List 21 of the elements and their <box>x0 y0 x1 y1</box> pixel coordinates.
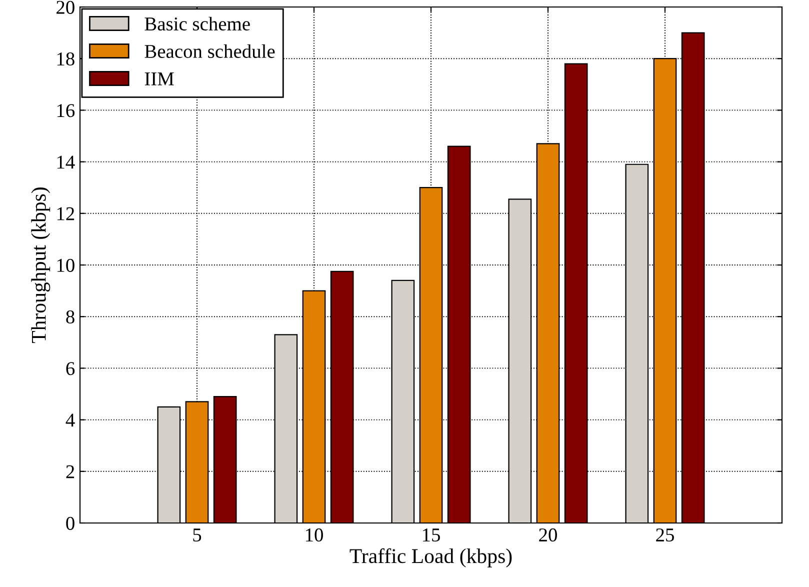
x-tick-label: 10 <box>306 528 323 542</box>
y-tick-label: 0 <box>66 516 74 530</box>
x-tick-label: 15 <box>422 528 440 542</box>
y-tick-label: 4 <box>66 414 75 427</box>
y-tick-label: 6 <box>66 362 75 376</box>
y-tick-label: 18 <box>57 52 74 66</box>
y-tick-label: 16 <box>57 104 75 118</box>
legend-label: Basic scheme <box>144 16 250 31</box>
y-tick-label: 20 <box>56 0 74 14</box>
x-axis-title: Traffic Load (kbps) <box>350 548 512 568</box>
y-tick-label: 14 <box>57 156 75 169</box>
y-tick-label: 8 <box>66 310 74 324</box>
y-tick-label: 2 <box>66 465 74 478</box>
legend-label: Beacon schedule <box>144 44 275 58</box>
y-axis-title: Throughput (kbps) <box>31 188 50 344</box>
x-tick-label: 25 <box>656 528 674 542</box>
x-tick-label: 20 <box>539 528 557 542</box>
legend-label: IIM <box>144 72 174 86</box>
x-tick-label: 5 <box>193 528 202 542</box>
y-tick-label: 10 <box>57 258 74 272</box>
y-tick-label: 12 <box>57 207 74 220</box>
